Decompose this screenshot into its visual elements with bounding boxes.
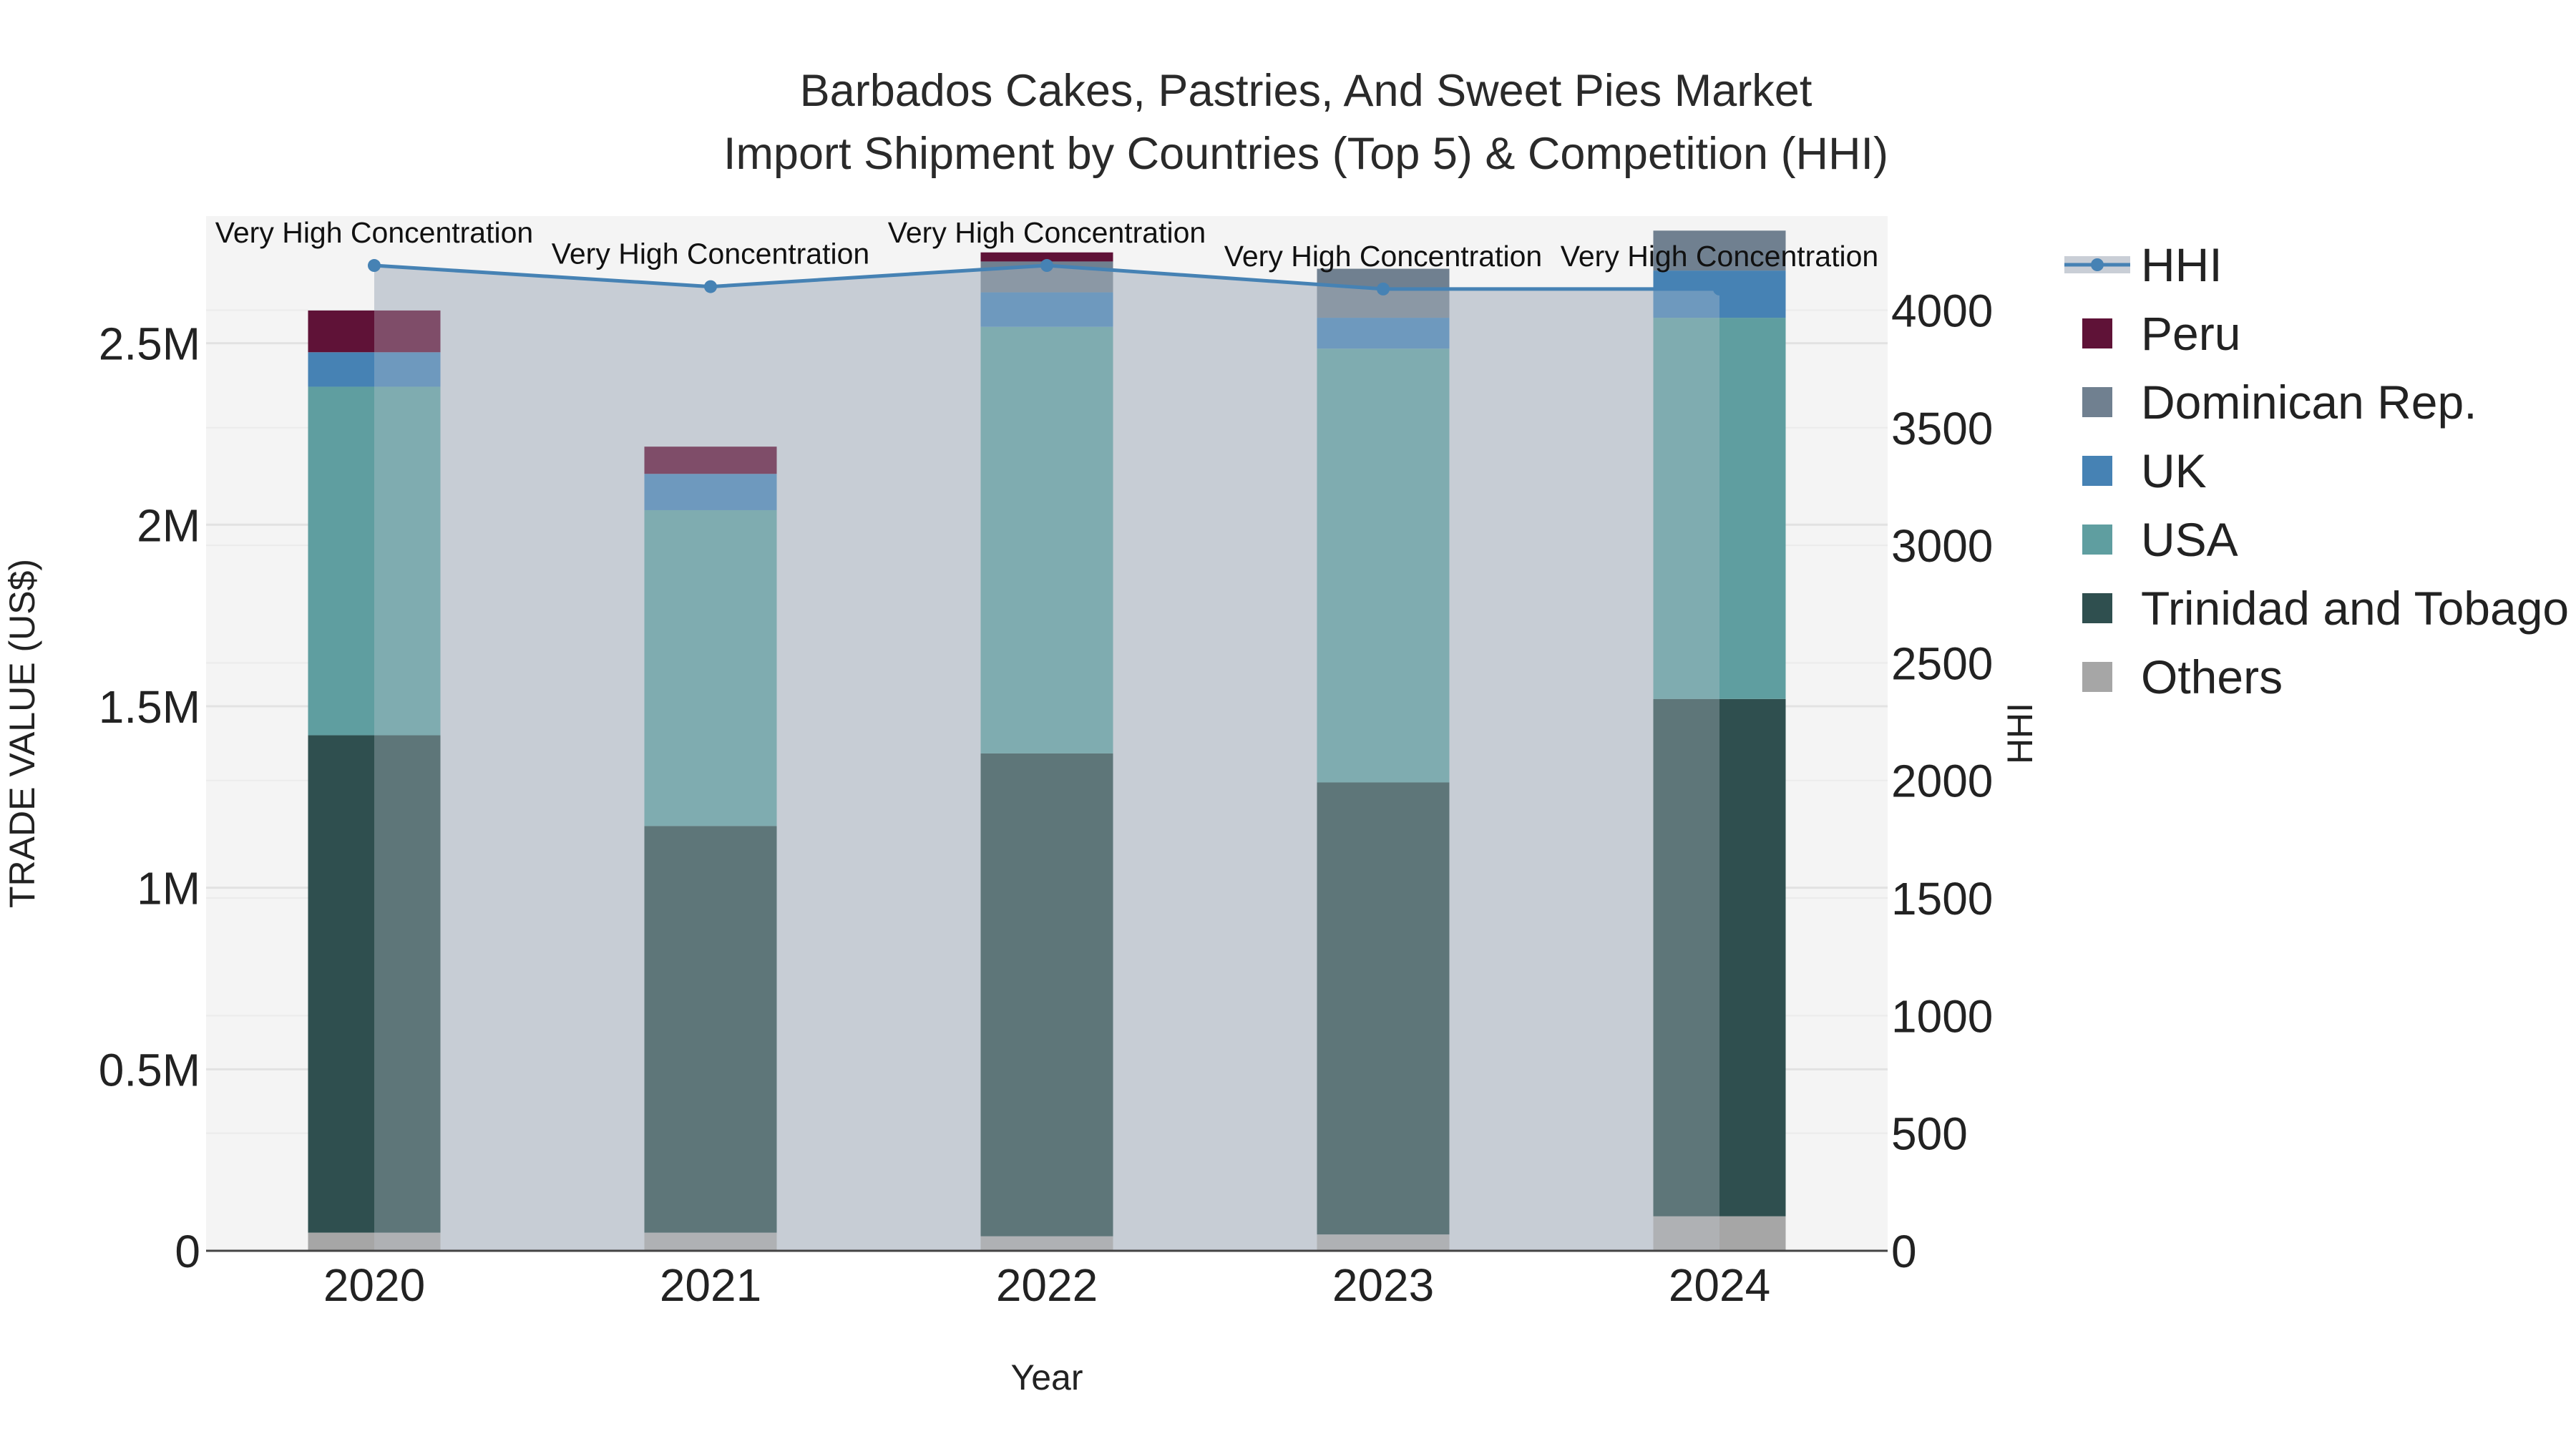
hhi-line-layer [368,259,1726,296]
hhi-overlay-layer [374,265,1719,1251]
bar-usa-2021 [644,509,777,826]
y-tick-label: 1.5M [99,681,200,733]
legend-label-others: Others [2141,650,2283,703]
y2-axis-title: HHI [2000,703,2040,764]
x-tick-label-2024: 2024 [1669,1259,1770,1311]
y-tick-label: 0.5M [99,1044,200,1096]
bar-trinidad-and-tobago-2021 [644,826,777,1233]
bar-others-2024 [1653,1216,1786,1251]
hhi-point-2024 [1713,282,1726,296]
bar-others-2022 [980,1236,1113,1251]
hhi-annotation-2021: Very High Concentration [552,238,869,270]
x-tick-label-2023: 2023 [1332,1259,1434,1311]
bar-usa-2024 [1653,318,1786,699]
legend-swatch-dominican-rep- [2082,387,2112,417]
bar-uk-2022 [980,292,1113,327]
bar-peru-2022 [980,252,1113,262]
x-tick-label-2022: 2022 [996,1259,1098,1311]
bar-usa-2022 [980,326,1113,753]
y2-tick-label: 500 [1891,1108,1968,1160]
bar-uk-2021 [644,474,777,510]
bar-dominican-rep--2024 [1653,230,1786,271]
hhi-annotation-2024: Very High Concentration [1561,240,1878,273]
hhi-point-2023 [1377,282,1390,296]
y2-tick-label: 2500 [1891,638,1993,689]
legend-label-trinidad-and-tobago: Trinidad and Tobago [2141,582,2569,635]
hhi-point-2022 [1040,259,1053,273]
y-axis-title: TRADE VALUE (US$) [2,559,42,908]
chart-title-line1: Barbados Cakes, Pastries, And Sweet Pies… [800,66,1813,116]
bar-usa-2023 [1317,348,1450,783]
y-tick-label: 2M [137,499,200,551]
hhi-annotations: Very High Concentration Very High Concent… [215,216,1878,273]
y2-tick-label: 3000 [1891,520,1993,572]
legend-swatch-hhi-marker [2091,258,2104,271]
bar-trinidad-and-tobago-2024 [1653,698,1786,1216]
bar-usa-2020 [308,386,441,736]
bar-trinidad-and-tobago-2022 [980,753,1113,1236]
legend-label-dominican-rep-: Dominican Rep. [2141,376,2477,429]
hhi-point-2020 [368,259,381,273]
bar-layer [308,230,1786,1251]
y-tick-label: 1M [137,863,200,914]
x-tick-label-2020: 2020 [323,1259,425,1311]
legend-label-uk: UK [2141,444,2207,497]
bar-uk-2023 [1317,318,1450,349]
y2-tick-label: 3500 [1891,403,1993,454]
y-tick-label: 0 [175,1226,200,1277]
bar-peru-2021 [644,447,777,474]
y2-tick-label: 4000 [1891,285,1993,336]
bar-peru-2020 [308,310,441,353]
hhi-annotation-2023: Very High Concentration [1224,240,1542,273]
legend-label-hhi: HHI [2141,238,2223,291]
y-tick-label: 2.5M [99,318,200,370]
bar-uk-2020 [308,352,441,387]
hhi-annotation-2022: Very High Concentration [888,216,1206,249]
chart-title-line2: Import Shipment by Countries (Top 5) & C… [723,129,1888,179]
bar-trinidad-and-tobago-2023 [1317,782,1450,1235]
y2-axis-ticks: 0 500 1000 1500 2000 2500 3000 3500 4000 [1891,285,1993,1277]
bar-others-2020 [308,1232,441,1251]
legend-swatch-uk [2082,456,2112,486]
x-axis-title: Year [1010,1357,1083,1397]
legend-swatch-trinidad-and-tobago [2082,593,2112,623]
bar-others-2021 [644,1232,777,1251]
legend: HHI Peru Dominican Rep. UK USA Trinidad and T… [2064,238,2569,703]
y2-tick-label: 1500 [1891,873,1993,924]
y-axis-ticks: 0 0.5M 1M 1.5M 2M 2.5M [99,318,200,1277]
hhi-point-2021 [704,280,717,293]
x-tick-label-2021: 2021 [660,1259,761,1311]
legend-swatch-usa [2082,525,2112,555]
y2-tick-label: 0 [1891,1226,1917,1277]
y2-tick-label: 1000 [1891,990,1993,1042]
legend-swatch-others [2082,662,2112,692]
legend-label-usa: USA [2141,513,2238,566]
bar-others-2023 [1317,1234,1450,1251]
x-axis-ticks: 2020 2021 2022 2023 2024 [323,1259,1770,1311]
y2-tick-label: 2000 [1891,756,1993,807]
hhi-area-overlay [374,265,1719,1251]
legend-label-peru: Peru [2141,307,2240,360]
legend-swatch-peru [2082,318,2112,348]
bar-trinidad-and-tobago-2020 [308,735,441,1233]
hhi-annotation-2020: Very High Concentration [215,216,533,249]
